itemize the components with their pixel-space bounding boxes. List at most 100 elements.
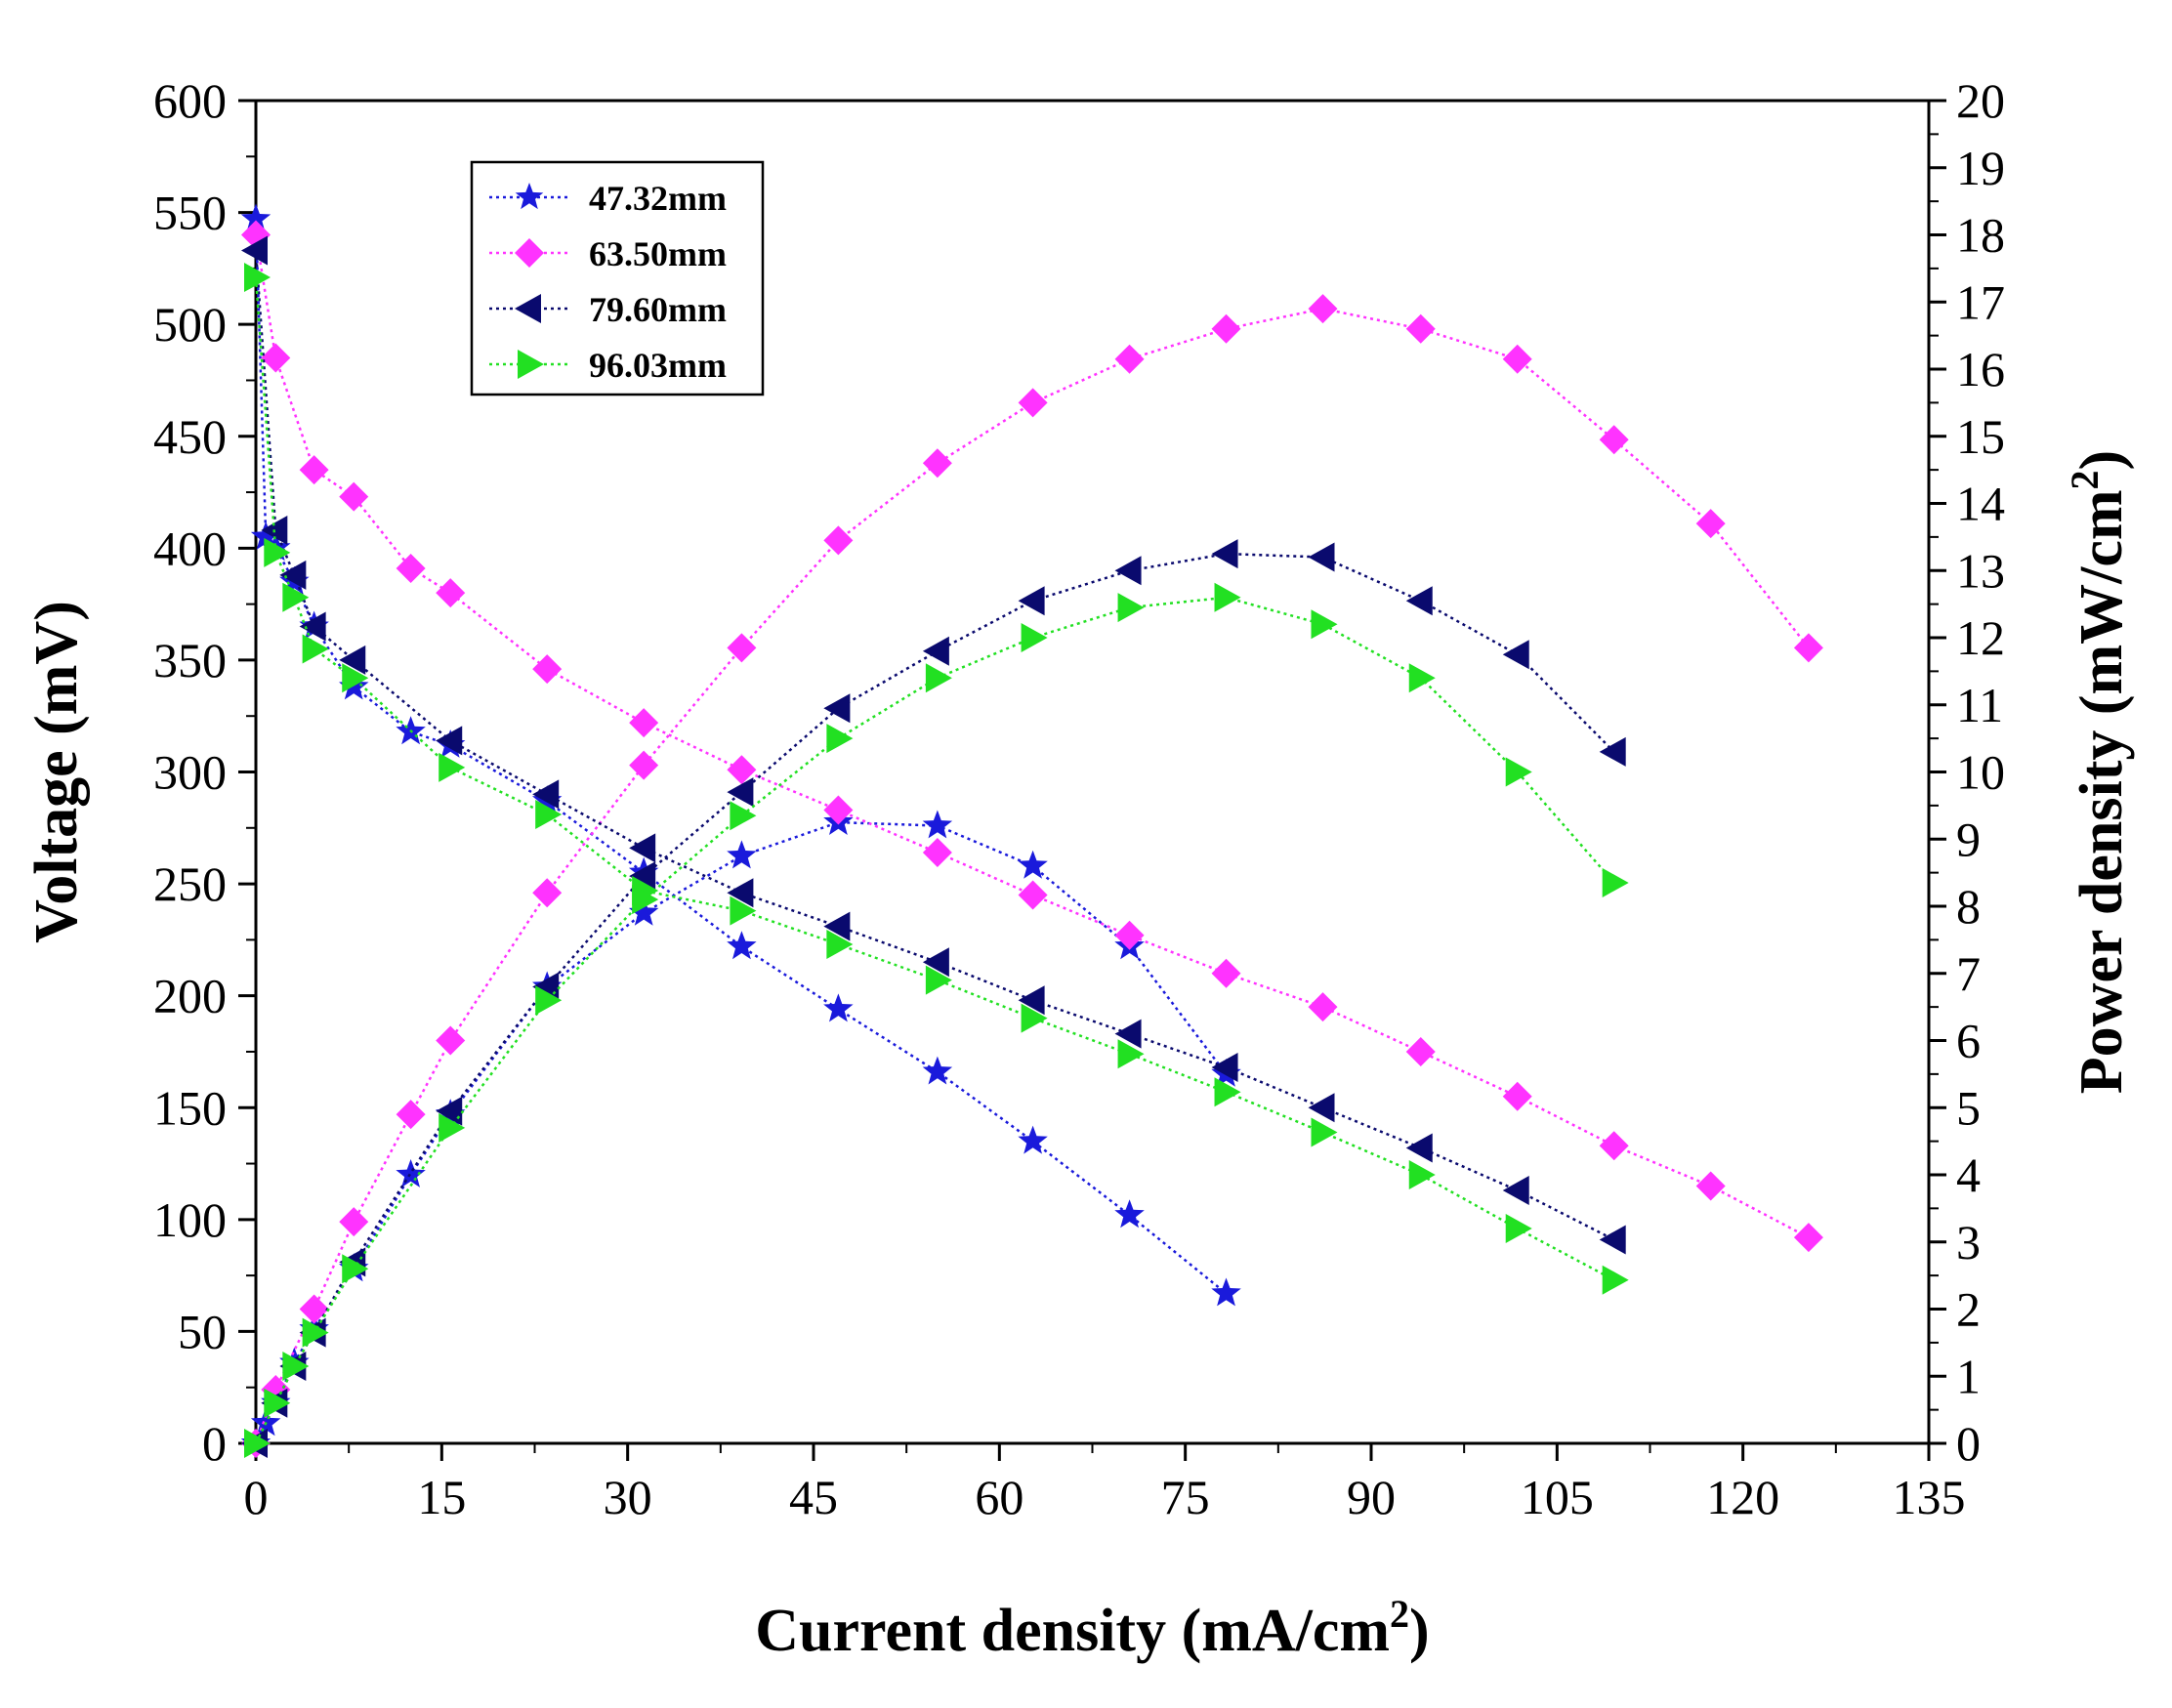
power-point xyxy=(339,1207,369,1237)
y2-tick-label: 14 xyxy=(1956,477,2005,531)
y-tick-label: 100 xyxy=(153,1192,227,1247)
y2-tick-label: 7 xyxy=(1956,946,1981,1001)
legend-marker xyxy=(518,350,544,379)
voltage-line xyxy=(254,219,1228,1295)
y2-tick-label: 19 xyxy=(1956,141,2005,195)
voltage-point xyxy=(1117,1039,1145,1069)
power-point xyxy=(396,1159,426,1187)
power-point xyxy=(1311,609,1338,640)
y-tick-label: 200 xyxy=(153,969,227,1023)
power-point xyxy=(396,1100,426,1130)
power-point xyxy=(250,1407,281,1437)
power-point xyxy=(439,1112,466,1143)
y2-tick-label: 8 xyxy=(1956,879,1981,934)
voltage-point xyxy=(1308,1093,1335,1123)
legend-label: 47.32mm xyxy=(589,179,727,218)
voltage-point xyxy=(1114,920,1145,950)
power-point xyxy=(532,972,560,1002)
voltage-point xyxy=(396,553,426,583)
legend: 47.32mm 63.50mm 79.60mm 96.03mm xyxy=(470,160,765,396)
power-point xyxy=(1695,509,1726,539)
power-point xyxy=(1211,313,1241,344)
y2-tick-label: 5 xyxy=(1956,1080,1981,1135)
legend-entry: 47.32mm xyxy=(489,179,727,218)
y-tick-label: 250 xyxy=(153,856,227,911)
power-point xyxy=(535,985,563,1016)
power-point xyxy=(1502,640,1529,670)
voltage-point xyxy=(1599,1225,1626,1255)
voltage-point xyxy=(1505,1214,1532,1243)
x-tick-label: 105 xyxy=(1521,1470,1594,1524)
power-point xyxy=(299,1294,329,1324)
voltage-point xyxy=(1308,992,1338,1022)
power-point xyxy=(1117,593,1145,623)
power-point xyxy=(1505,757,1532,787)
voltage-point xyxy=(1018,880,1048,910)
power-point xyxy=(1408,663,1436,693)
y2-tick-label: 12 xyxy=(1956,610,2005,665)
x-tick-label: 0 xyxy=(244,1470,269,1524)
power-point xyxy=(922,448,952,479)
legend-marker xyxy=(515,294,541,323)
power-point xyxy=(1018,586,1045,616)
voltage-point xyxy=(1114,1199,1145,1229)
power-point xyxy=(632,885,659,915)
power-point xyxy=(244,1429,271,1458)
power-point xyxy=(264,1388,291,1418)
x-axis-title: Current density (mA/cm2) xyxy=(755,1592,1429,1664)
legend-marker xyxy=(515,238,544,268)
legend-label: 63.50mm xyxy=(589,234,727,273)
power-point xyxy=(925,663,952,693)
voltage-point xyxy=(532,779,560,810)
axis-ticks: 0 15 30 45 60 75 90 105 120 135050100150200250300… xyxy=(153,73,2005,1524)
y-tick-label: 50 xyxy=(178,1304,227,1358)
power-point xyxy=(436,1025,466,1056)
y2-tick-label: 3 xyxy=(1956,1215,1981,1270)
voltage-point xyxy=(1502,1081,1532,1111)
power-line xyxy=(254,307,1810,1444)
voltage-point xyxy=(1018,1125,1048,1154)
voltage-point xyxy=(1211,1277,1241,1307)
voltage-point xyxy=(922,1056,953,1085)
series-63.50mm xyxy=(241,220,1823,1458)
y2-tick-label: 18 xyxy=(1956,208,2005,263)
y2-tick-label: 4 xyxy=(1956,1147,1981,1202)
power-point xyxy=(1308,542,1335,572)
y2-tick-label: 10 xyxy=(1956,745,2005,800)
power-point xyxy=(1793,633,1823,663)
voltage-point xyxy=(823,911,851,941)
voltage-point xyxy=(730,896,757,926)
y2-tick-label: 15 xyxy=(1956,409,2005,464)
legend-label: 96.03mm xyxy=(589,346,727,385)
power-point xyxy=(1599,425,1629,455)
y2-tick-label: 9 xyxy=(1956,812,1981,866)
power-point xyxy=(629,861,656,892)
voltage-point xyxy=(1502,1176,1529,1206)
voltage-point xyxy=(629,833,656,863)
series-layer xyxy=(240,203,1823,1458)
voltage-point xyxy=(823,795,854,825)
voltage-point xyxy=(436,578,466,608)
voltage-point xyxy=(823,993,854,1022)
voltage-point xyxy=(282,582,310,612)
power-point xyxy=(922,636,949,666)
voltage-point xyxy=(264,537,291,567)
power-point xyxy=(342,1254,369,1284)
power-point xyxy=(1405,313,1436,344)
voltage-point xyxy=(1311,1117,1338,1147)
voltage-point xyxy=(244,263,271,293)
y-tick-label: 150 xyxy=(153,1080,227,1135)
power-line xyxy=(254,596,1615,1444)
power-point xyxy=(922,810,953,839)
power-point xyxy=(823,525,854,556)
y-tick-label: 350 xyxy=(153,633,227,687)
power-point xyxy=(727,633,757,663)
voltage-point xyxy=(436,726,463,756)
x-tick-label: 15 xyxy=(417,1470,466,1524)
y2-tick-label: 17 xyxy=(1956,274,2005,329)
voltage-point xyxy=(925,965,952,995)
x-tick-label: 30 xyxy=(604,1470,652,1524)
y2-axis-title: Power density (mW/cm2) xyxy=(2063,450,2135,1094)
power-point xyxy=(1021,623,1048,652)
legend-marker xyxy=(515,183,544,210)
